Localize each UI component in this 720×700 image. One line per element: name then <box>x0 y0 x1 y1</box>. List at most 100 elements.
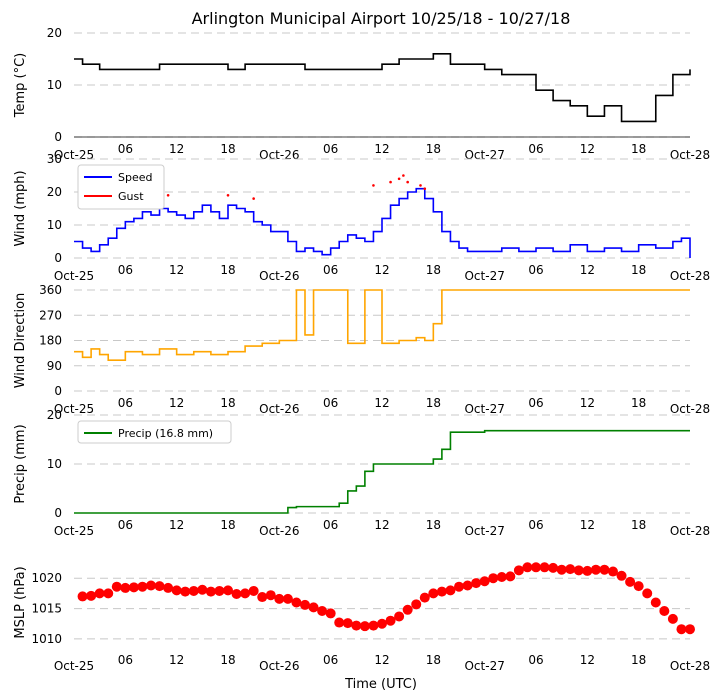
x-tick-label: 18 <box>220 653 235 667</box>
gust-point <box>423 187 427 190</box>
mslp-point <box>513 565 524 576</box>
x-tick-label: 12 <box>169 263 184 277</box>
y-tick-label: 20 <box>47 185 62 199</box>
y-tick-label: 10 <box>47 457 62 471</box>
mslp-point <box>214 585 225 596</box>
x-tick-label: Oct-27 <box>464 402 504 416</box>
gust-point <box>402 174 405 177</box>
y-tick-label: 90 <box>47 359 62 373</box>
mslp-point <box>625 576 636 587</box>
x-tick-label: 06 <box>118 142 133 156</box>
x-tick-label: 12 <box>580 396 595 410</box>
x-tick-label: 18 <box>220 396 235 410</box>
mslp-point <box>368 620 379 631</box>
mslp-point <box>428 588 439 599</box>
x-tick-label: 12 <box>580 653 595 667</box>
x-tick-label: 06 <box>323 142 338 156</box>
y-tick-label: 180 <box>39 334 62 348</box>
mslp-point <box>642 588 653 599</box>
mslp-point <box>599 564 610 575</box>
x-tick-label: Oct-27 <box>464 269 504 283</box>
x-tick-label: 06 <box>323 518 338 532</box>
y-tick-label: 10 <box>47 78 62 92</box>
mslp-point <box>77 591 88 602</box>
wind-speed-panel: 0 10 20 30 Oct-25 06 12 18 Oct-26 06 12 18 Oct-27 06 1… <box>13 152 710 283</box>
mslp-point <box>650 597 661 608</box>
x-tick-label: Oct-26 <box>259 148 299 162</box>
mslp-point <box>633 581 644 592</box>
x-tick-label: 12 <box>580 263 595 277</box>
x-tick-label: Oct-26 <box>259 402 299 416</box>
x-tick-label: 12 <box>580 518 595 532</box>
x-tick-label: Oct-25 <box>54 402 94 416</box>
x-tick-label: 12 <box>374 396 389 410</box>
legend-label: Gust <box>118 190 144 203</box>
figure-title: Arlington Municipal Airport 10/25/18 - 1… <box>192 9 571 28</box>
y-tick-label: 20 <box>47 26 62 40</box>
y-tick-label: 0 <box>54 384 62 398</box>
x-tick-label: Oct-28 <box>670 402 710 416</box>
mslp-point <box>556 564 567 575</box>
mslp-point <box>308 602 319 613</box>
x-tick-label: 06 <box>118 396 133 410</box>
mslp-point <box>300 599 310 610</box>
y-tick-label: 0 <box>54 130 62 144</box>
x-tick-label: 18 <box>631 263 646 277</box>
mslp-point <box>334 617 345 628</box>
x-axis-label: Time (UTC) <box>344 677 417 692</box>
mslp-point <box>676 624 687 635</box>
x-tick-label: 06 <box>323 396 338 410</box>
y-axis-label: Precip (mm) <box>13 424 28 503</box>
x-tick-label: 18 <box>220 518 235 532</box>
mslp-point <box>565 564 576 575</box>
x-tick-label: Oct-25 <box>54 148 94 162</box>
x-tick-label: 06 <box>528 518 543 532</box>
x-tick-label: Oct-28 <box>670 659 710 673</box>
mslp-point <box>163 582 174 593</box>
mslp-point <box>667 613 678 624</box>
x-tick-label: 06 <box>528 263 543 277</box>
x-tick-label: Oct-26 <box>259 659 299 673</box>
mslp-point <box>462 580 473 591</box>
x-tick-label: 06 <box>118 653 133 667</box>
mslp-point <box>436 586 447 597</box>
y-tick-label: 0 <box>54 506 62 520</box>
gust-point <box>406 180 409 184</box>
mslp-point <box>248 585 259 596</box>
mslp-point <box>616 570 627 581</box>
x-tick-label: 18 <box>426 142 441 156</box>
mslp-point <box>197 584 208 595</box>
x-tick-label: 12 <box>169 396 184 410</box>
mslp-point <box>522 562 533 573</box>
wind-speed-series-line <box>74 187 691 258</box>
mslp-point <box>351 620 362 631</box>
mslp-point <box>180 586 191 597</box>
legend-label: Speed <box>118 171 152 184</box>
mslp-point <box>205 586 216 597</box>
x-tick-label: Oct-28 <box>670 524 710 538</box>
mslp-point <box>257 592 268 603</box>
gust-point <box>226 194 230 197</box>
mslp-point <box>471 578 482 589</box>
x-tick-label: 18 <box>631 518 646 532</box>
mslp-point <box>402 604 413 615</box>
mslp-point <box>111 581 122 592</box>
mslp-point <box>86 590 97 601</box>
y-tick-label: 20 <box>47 408 62 422</box>
x-tick-label: 12 <box>169 142 184 156</box>
gust-point <box>252 197 255 200</box>
mslp-point <box>531 562 541 573</box>
mslp-point <box>231 589 242 599</box>
mslp-point <box>685 624 695 635</box>
x-tick-label: Oct-25 <box>54 659 94 673</box>
mslp-point <box>103 588 114 599</box>
y-axis-label: Temp (°C) <box>13 53 28 119</box>
gust-point <box>389 180 392 184</box>
mslp-point <box>573 565 584 576</box>
mslp-point <box>188 585 199 596</box>
x-tick-label: 06 <box>528 396 543 410</box>
x-tick-label: 06 <box>323 653 338 667</box>
precip-series-line <box>74 429 690 514</box>
mslp-point <box>394 611 405 622</box>
